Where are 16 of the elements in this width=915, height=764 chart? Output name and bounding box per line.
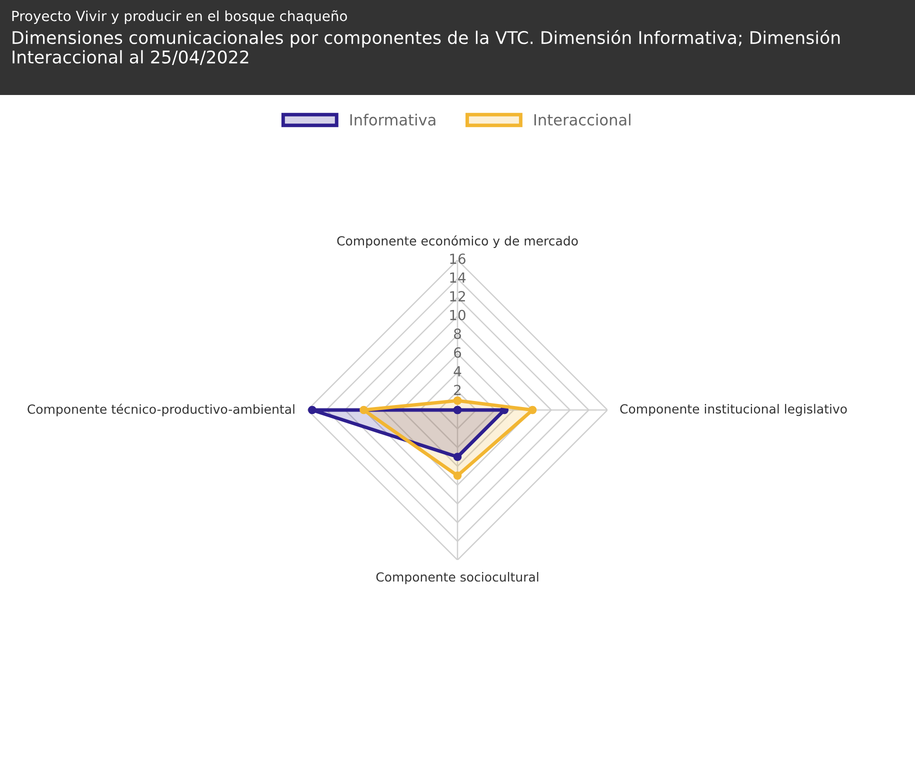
- y-tick-label: 2: [454, 384, 461, 396]
- legend-label: Informativa: [350, 114, 436, 126]
- y-tick-label: 6: [454, 347, 462, 358]
- y-tick-label: 8: [454, 328, 461, 340]
- y-tick-label: 10: [450, 310, 466, 320]
- chart-subtitle: Dimensiones comunicacionales por componentes de la VTC. Dimensión Informativa; Dimensión Interaccional al 25/04/2022: [12, 30, 840, 65]
- chart-title: Proyecto Vivir y producir en el bosque chaqueño: [12, 10, 347, 24]
- legend-label: Interaccional: [534, 114, 630, 126]
- spoke-label: Componente económico y de mercado: [337, 235, 578, 248]
- y-tick-label: 14: [450, 272, 466, 283]
- spoke-label: Componente institucional legislativo: [620, 404, 847, 416]
- y-tick-label: 12: [450, 291, 465, 302]
- y-tick-label: 16: [450, 254, 466, 264]
- y-tick-label: 4: [454, 366, 462, 376]
- spoke-label: Componente sociocultural: [376, 572, 538, 584]
- spoke-label: Componente técnico-productivo-ambiental: [28, 404, 294, 416]
